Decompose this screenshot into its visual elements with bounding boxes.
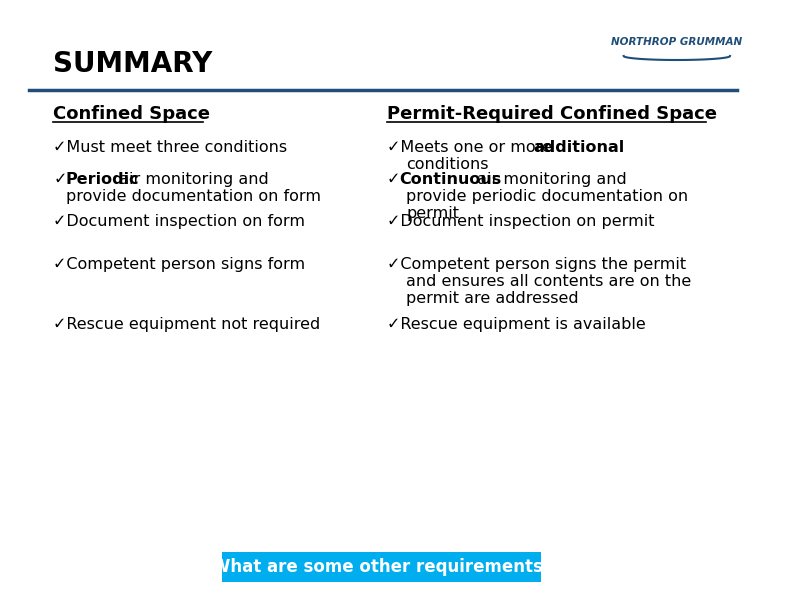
Text: provide documentation on form: provide documentation on form — [66, 189, 321, 204]
Text: ✓Rescue equipment is available: ✓Rescue equipment is available — [386, 317, 645, 332]
Text: ✓Document inspection on permit: ✓Document inspection on permit — [386, 214, 654, 229]
Text: conditions: conditions — [406, 157, 489, 172]
Text: ✓: ✓ — [53, 172, 67, 187]
Text: additional: additional — [534, 140, 625, 155]
Text: SUMMARY: SUMMARY — [53, 50, 212, 78]
Text: What are some other requirements?: What are some other requirements? — [211, 558, 552, 576]
Text: ✓Meets one or more: ✓Meets one or more — [386, 140, 557, 155]
Text: ✓Must meet three conditions: ✓Must meet three conditions — [53, 140, 287, 155]
Text: ✓Competent person signs the permit: ✓Competent person signs the permit — [386, 257, 686, 272]
Text: air monitoring and: air monitoring and — [114, 172, 268, 187]
Text: and ensures all contents are on the: and ensures all contents are on the — [406, 274, 691, 289]
Text: ✓Competent person signs form: ✓Competent person signs form — [53, 257, 305, 272]
Text: Periodic: Periodic — [66, 172, 139, 187]
Text: Confined Space: Confined Space — [53, 105, 210, 123]
Text: air monitoring and: air monitoring and — [472, 172, 626, 187]
Text: provide periodic documentation on: provide periodic documentation on — [406, 189, 688, 204]
Text: permit: permit — [406, 206, 459, 221]
Text: ✓Rescue equipment not required: ✓Rescue equipment not required — [53, 317, 321, 332]
FancyBboxPatch shape — [223, 552, 542, 582]
Text: ✓: ✓ — [386, 172, 400, 187]
Text: Continuous: Continuous — [399, 172, 501, 187]
Text: ✓Document inspection on form: ✓Document inspection on form — [53, 214, 305, 229]
Text: permit are addressed: permit are addressed — [406, 291, 579, 306]
Text: Permit-Required Confined Space: Permit-Required Confined Space — [386, 105, 717, 123]
Text: NORTHROP GRUMMAN: NORTHROP GRUMMAN — [611, 37, 742, 47]
